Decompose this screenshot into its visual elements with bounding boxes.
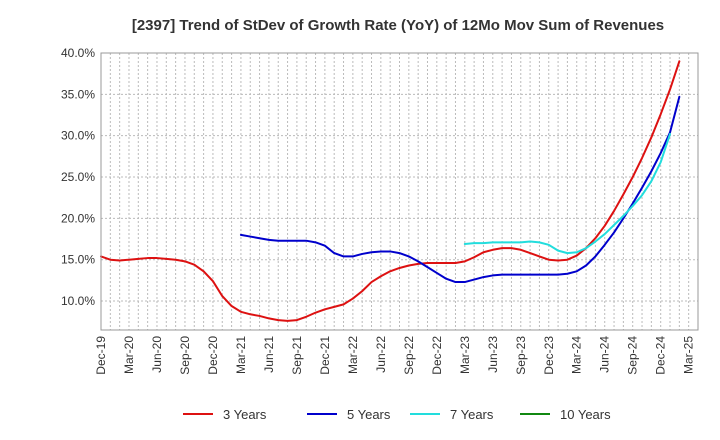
- x-axis-ticks: Dec-19 Mar-20 Jun-20 Sep-20 Dec-20 Mar-21 Jun-…: [94, 336, 696, 375]
- y-tick-label: 35.0%: [61, 87, 95, 101]
- x-tick-label: Jun-23: [486, 336, 500, 373]
- x-tick-label: Sep-24: [626, 336, 640, 375]
- x-tick-label: Dec-19: [94, 336, 108, 375]
- series-line-7-years: [463, 133, 672, 255]
- x-tick-label: Mar-25: [682, 336, 696, 374]
- gridlines: [101, 52, 698, 330]
- y-tick-label: 25.0%: [61, 170, 95, 184]
- x-tick-label: Sep-20: [178, 336, 192, 375]
- plot-area-border: [100, 52, 699, 331]
- series-lines: [100, 60, 681, 322]
- x-tick-label: Mar-20: [122, 336, 136, 374]
- x-tick-label: Mar-21: [234, 336, 248, 374]
- x-tick-label: Jun-24: [598, 336, 612, 373]
- x-tick-label: Mar-23: [458, 336, 472, 374]
- series-line-3-years: [100, 60, 681, 322]
- x-tick-label: Dec-23: [542, 336, 556, 375]
- x-tick-label: Dec-21: [318, 336, 332, 375]
- legend-label: 10 Years: [560, 407, 611, 422]
- x-tick-label: Mar-22: [346, 336, 360, 374]
- legend-label: 7 Years: [450, 407, 494, 422]
- x-tick-label: Dec-20: [206, 336, 220, 375]
- legend: 3 Years 5 Years 7 Years 10 Years: [183, 407, 611, 422]
- x-tick-label: Jun-22: [374, 336, 388, 373]
- x-tick-label: Dec-22: [430, 336, 444, 375]
- y-tick-label: 15.0%: [61, 253, 95, 267]
- x-tick-label: Dec-24: [654, 336, 668, 375]
- x-tick-label: Sep-21: [290, 336, 304, 375]
- legend-label: 5 Years: [347, 407, 391, 422]
- y-tick-label: 20.0%: [61, 211, 95, 225]
- x-tick-label: Mar-24: [570, 336, 584, 374]
- series-line-5-years: [239, 95, 681, 284]
- legend-label: 3 Years: [223, 407, 267, 422]
- y-tick-label: 40.0%: [61, 46, 95, 60]
- x-tick-label: Sep-23: [514, 336, 528, 375]
- x-tick-label: Jun-21: [262, 336, 276, 373]
- x-tick-label: Jun-20: [150, 336, 164, 373]
- x-tick-label: Sep-22: [402, 336, 416, 375]
- y-axis-ticks: 10.0% 15.0% 20.0% 25.0% 30.0% 35.0% 40.0%: [61, 46, 95, 308]
- chart-title: [2397] Trend of StDev of Growth Rate (Yo…: [132, 17, 664, 34]
- y-tick-label: 30.0%: [61, 129, 95, 143]
- y-tick-label: 10.0%: [61, 294, 95, 308]
